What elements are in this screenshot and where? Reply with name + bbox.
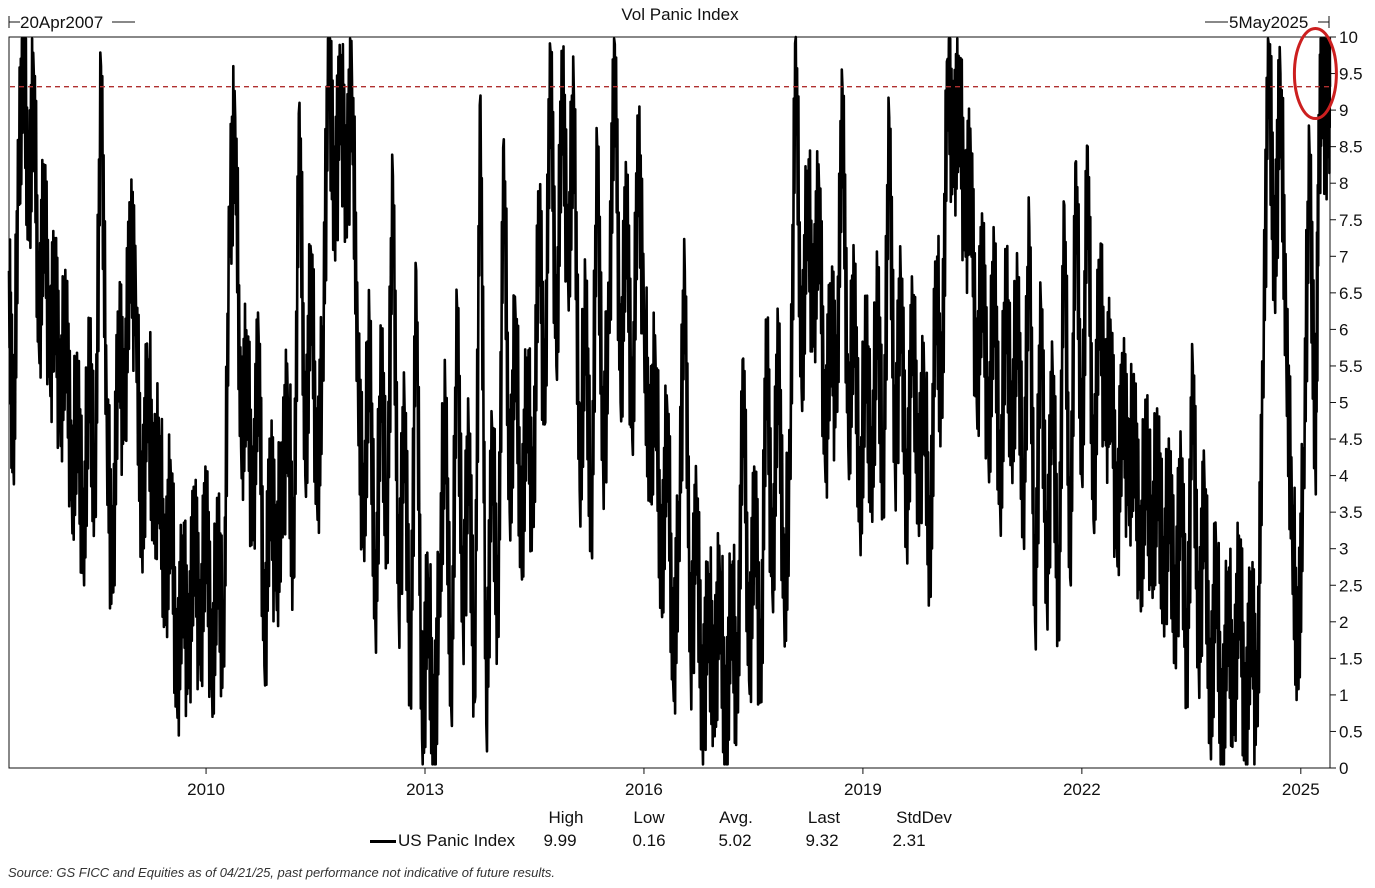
- y-tick-label: 7: [1339, 247, 1348, 266]
- y-tick-label: 4.5: [1339, 430, 1363, 449]
- chart-title: Vol Panic Index: [621, 5, 739, 24]
- y-tick-label: 5: [1339, 394, 1348, 413]
- end-date-label: 5May2025: [1229, 13, 1308, 32]
- x-tick-label: 2022: [1063, 780, 1101, 799]
- x-axis: 2010 2013 2016 2019 2022 2025: [187, 768, 1320, 799]
- highlight-ellipse: [1292, 27, 1338, 121]
- y-tick-label: 3: [1339, 540, 1348, 559]
- y-tick-label: 6: [1339, 320, 1348, 339]
- y-tick-label: 7.5: [1339, 211, 1363, 230]
- y-tick-label: 9.5: [1339, 65, 1363, 84]
- y-tick-label: 3.5: [1339, 503, 1363, 522]
- y-tick-label: 5.5: [1339, 357, 1363, 376]
- y-tick-label: 10: [1339, 28, 1358, 47]
- x-tick-label: 2016: [625, 780, 663, 799]
- y-tick-label: 4: [1339, 467, 1348, 486]
- y-tick-label: 2.5: [1339, 576, 1363, 595]
- y-tick-label: 1.5: [1339, 649, 1363, 668]
- y-tick-label: 8.5: [1339, 138, 1363, 157]
- y-tick-label: 2: [1339, 613, 1348, 632]
- y-axis: 0 0.5 1 1.5 2 2.5 3 3.5 4 4.5 5 5.5 6 6.5 7 7.5 8 8.5 9 9.5…: [1330, 28, 1363, 778]
- y-tick-label: 8: [1339, 174, 1348, 193]
- source-note: Source: GS FICC and Equities as of 04/21…: [8, 865, 556, 880]
- y-tick-label: 1: [1339, 686, 1348, 705]
- y-tick-label: 0: [1339, 759, 1348, 778]
- y-tick-label: 0.5: [1339, 722, 1363, 741]
- x-tick-label: 2010: [187, 780, 225, 799]
- x-tick-label: 2013: [406, 780, 444, 799]
- x-tick-label: 2025: [1282, 780, 1320, 799]
- x-tick-label: 2019: [844, 780, 882, 799]
- y-tick-label: 6.5: [1339, 284, 1363, 303]
- annotation-layer: [10, 27, 1338, 121]
- series-line-us-panic-index: [7, 35, 1332, 766]
- start-date-label: 20Apr2007: [20, 13, 103, 32]
- series-layer: [7, 35, 1332, 766]
- y-tick-label: 9: [1339, 101, 1348, 120]
